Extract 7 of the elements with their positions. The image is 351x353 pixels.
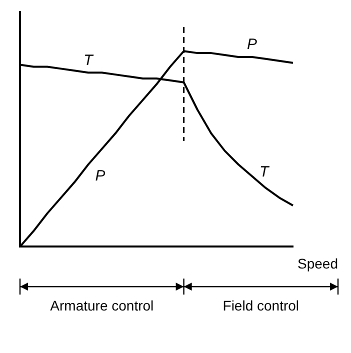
- series-label: P: [247, 36, 258, 54]
- text: T: [84, 52, 93, 69]
- text: P: [95, 168, 106, 185]
- series-label: T: [259, 163, 270, 180]
- text: Armature control: [50, 297, 154, 314]
- text: Field control: [222, 297, 300, 314]
- x-axis-title: Speed: [298, 255, 338, 272]
